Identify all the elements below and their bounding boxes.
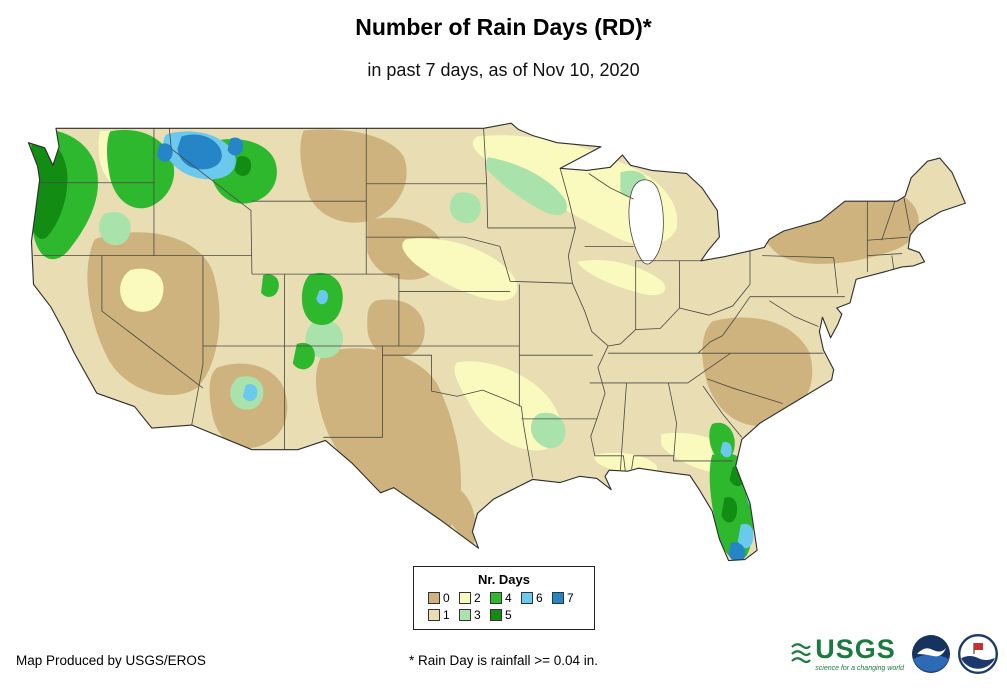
legend-swatch (459, 592, 471, 604)
rain-days-raster (28, 123, 966, 561)
us-rain-days-map (8, 116, 998, 578)
legend-swatch (552, 592, 564, 604)
legend-swatch (490, 592, 502, 604)
legend-swatch (428, 609, 440, 621)
page-title: Number of Rain Days (RD)* (355, 14, 652, 40)
legend-swatch (521, 592, 533, 604)
legend-label: 2 (474, 591, 481, 605)
legend-item-5: 5 (490, 608, 521, 622)
legend-label: 6 (536, 591, 543, 605)
legend-row: 1 3 5 (414, 608, 594, 622)
us-map-svg (27, 122, 966, 562)
legend-title: Nr. Days (477, 572, 531, 587)
usgs-tagline: science for a changing world (815, 665, 904, 672)
legend-item-2: 2 (459, 591, 490, 605)
legend-row: 0 2 4 6 7 (414, 591, 594, 605)
lake-michigan (628, 179, 664, 265)
legend-label: 3 (474, 608, 481, 622)
rain-day-note: * Rain Day is rainfall >= 0.04 in. (408, 653, 599, 668)
legend-item-6: 6 (521, 591, 552, 605)
legend-item-7: 7 (552, 591, 583, 605)
legend-swatch (459, 609, 471, 621)
nws-logo (958, 634, 998, 674)
legend-item-0: 0 (428, 591, 459, 605)
usgs-logo: USGS science for a changing world (791, 636, 904, 672)
legend-label: 4 (505, 591, 512, 605)
legend-label: 0 (443, 591, 450, 605)
legend-swatch (490, 609, 502, 621)
legend-box: Nr. Days 0 2 4 6 7 1 3 5 (413, 566, 595, 630)
page-subtitle: in past 7 days, as of Nov 10, 2020 (367, 60, 640, 80)
legend-item-4: 4 (490, 591, 521, 605)
usgs-logo-text: USGS (815, 634, 896, 664)
map-credit-text: Map Produced by USGS/EROS (16, 653, 206, 668)
usgs-logo-block: USGS science for a changing world (815, 634, 904, 673)
legend-label: 5 (505, 608, 512, 622)
usgs-wave-icon (791, 643, 812, 664)
legend-item-1: 1 (428, 608, 459, 622)
noaa-logo (912, 635, 950, 673)
agency-logos: USGS science for a changing world (791, 634, 998, 674)
legend-swatch (428, 592, 440, 604)
state-borders (33, 128, 911, 478)
legend-item-3: 3 (459, 608, 490, 622)
legend-label: 7 (567, 591, 574, 605)
legend-rows: 0 2 4 6 7 1 3 5 (414, 591, 594, 622)
legend-label: 1 (443, 608, 450, 622)
